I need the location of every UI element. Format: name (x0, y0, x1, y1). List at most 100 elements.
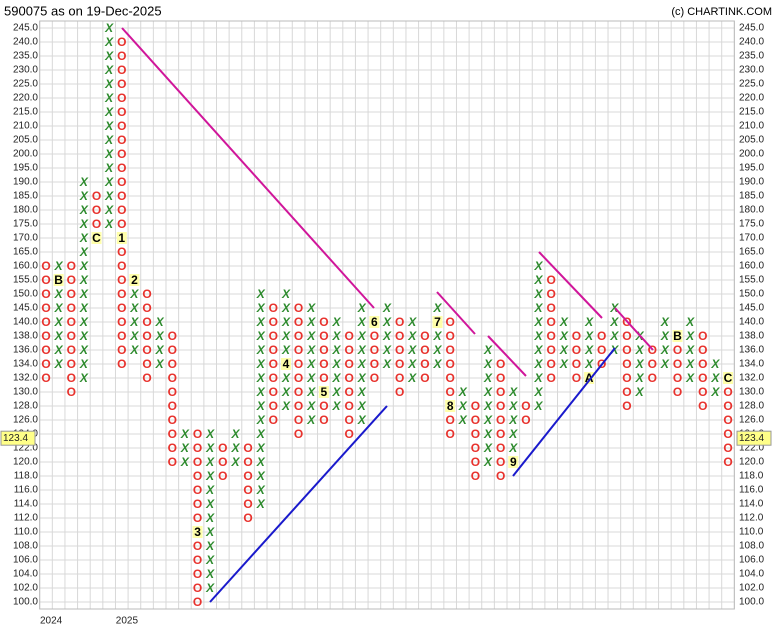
o-box: O (698, 329, 707, 343)
x-box: X (559, 329, 569, 343)
o-box: O (547, 287, 556, 301)
o-box: O (168, 399, 177, 413)
o-box: O (117, 105, 126, 119)
y-tick-label: 126.0 (739, 415, 764, 426)
x-box: X (357, 357, 367, 371)
x-box: X (306, 385, 316, 399)
o-box: O (269, 413, 278, 427)
o-box: O (395, 371, 404, 385)
o-box: O (193, 511, 202, 525)
o-box: O (67, 259, 76, 273)
x-box: X (155, 315, 165, 329)
resistance-line (436, 291, 476, 335)
x-box: X (508, 441, 518, 455)
month-marker-bg (672, 330, 683, 342)
y-tick-label: 180.0 (739, 205, 764, 216)
x-box: X (230, 441, 240, 455)
o-box: O (496, 413, 505, 427)
y-tick-label: 220.0 (13, 93, 38, 104)
month-marker: 9 (510, 455, 517, 469)
o-box: O (294, 399, 303, 413)
o-box: O (67, 301, 76, 315)
x-box: X (104, 217, 114, 231)
o-box: O (370, 371, 379, 385)
o-box: O (723, 441, 732, 455)
x-box: X (256, 413, 266, 427)
y-tick-label: 205.0 (739, 135, 764, 146)
o-box: O (117, 91, 126, 105)
x-box: X (256, 483, 266, 497)
x-box: X (104, 175, 114, 189)
x-box: X (483, 371, 493, 385)
x-box: X (584, 357, 594, 371)
x-box: X (79, 315, 89, 329)
x-box: X (104, 21, 114, 35)
x-box: X (155, 343, 165, 357)
x-box: X (306, 371, 316, 385)
o-box: O (193, 567, 202, 581)
o-box: O (673, 357, 682, 371)
x-box: X (79, 231, 89, 245)
x-box: X (79, 371, 89, 385)
y-tick-label: 140.0 (13, 317, 38, 328)
o-box: O (471, 469, 480, 483)
o-box: O (471, 427, 480, 441)
x-box: X (357, 329, 367, 343)
month-marker-bg (116, 232, 127, 244)
credit: (c) CHARTINK.COM (671, 6, 772, 18)
x-box: X (331, 315, 341, 329)
month-marker: C (92, 231, 101, 245)
x-box: X (79, 259, 89, 273)
y-tick-label: 210.0 (739, 121, 764, 132)
o-box: O (269, 357, 278, 371)
y-tick-label: 104.0 (739, 569, 764, 580)
x-box: X (635, 371, 645, 385)
o-box: O (496, 441, 505, 455)
x-box: X (407, 371, 417, 385)
o-box: O (673, 385, 682, 399)
o-box: O (723, 385, 732, 399)
x-box: X (306, 329, 316, 343)
y-tick-label: 155.0 (739, 275, 764, 286)
o-box: O (496, 385, 505, 399)
o-box: O (319, 329, 328, 343)
o-box: O (269, 385, 278, 399)
x-box: X (205, 455, 215, 469)
o-box: O (117, 245, 126, 259)
x-box: X (281, 343, 291, 357)
x-box: X (685, 329, 695, 343)
o-box: O (597, 343, 606, 357)
o-box: O (117, 329, 126, 343)
month-marker: 7 (434, 315, 441, 329)
x-box: X (584, 315, 594, 329)
o-box: O (117, 273, 126, 287)
o-box: O (193, 427, 202, 441)
o-box: O (269, 399, 278, 413)
x-box: X (483, 455, 493, 469)
month-marker-bg (192, 526, 203, 538)
month-marker: A (585, 371, 594, 385)
month-marker: B (673, 329, 682, 343)
o-box: O (269, 329, 278, 343)
o-box: O (622, 357, 631, 371)
o-box: O (572, 329, 581, 343)
o-box: O (622, 329, 631, 343)
x-box: X (534, 357, 544, 371)
o-box: O (193, 455, 202, 469)
month-marker-bg (91, 232, 102, 244)
x-box: X (331, 399, 341, 413)
o-box: O (193, 539, 202, 553)
x-box: X (256, 315, 266, 329)
o-box: O (168, 441, 177, 455)
x-box: X (79, 245, 89, 259)
o-box: O (673, 371, 682, 385)
o-box: O (168, 371, 177, 385)
x-box: X (331, 385, 341, 399)
plot-border (39, 20, 735, 610)
month-marker: 4 (283, 357, 290, 371)
y-tick-label: 195.0 (13, 163, 38, 174)
x-box: X (180, 441, 190, 455)
x-box: X (483, 399, 493, 413)
o-box: O (648, 357, 657, 371)
x-box: X (710, 385, 720, 399)
